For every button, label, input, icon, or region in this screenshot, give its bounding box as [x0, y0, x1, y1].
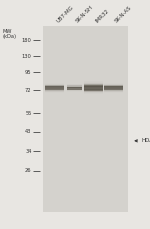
Bar	[104, 83, 123, 84]
Bar	[45, 86, 64, 90]
Bar	[104, 87, 123, 88]
Bar	[104, 91, 123, 92]
Bar	[84, 85, 103, 86]
Bar	[84, 93, 103, 94]
Text: 34: 34	[25, 149, 32, 154]
Bar	[84, 82, 103, 83]
Bar	[67, 85, 82, 86]
Bar	[67, 84, 82, 85]
Bar	[104, 92, 123, 93]
Bar	[45, 83, 64, 84]
Bar	[84, 84, 103, 85]
Bar	[45, 85, 64, 86]
Text: HDAC3: HDAC3	[142, 138, 150, 143]
Bar	[67, 87, 82, 90]
Bar	[104, 86, 123, 87]
Bar	[67, 89, 82, 90]
Bar	[104, 90, 123, 91]
Bar	[45, 89, 64, 90]
Text: SK-N-SH: SK-N-SH	[75, 5, 94, 24]
Bar	[45, 90, 64, 91]
Text: IMR32: IMR32	[94, 8, 110, 24]
Bar	[45, 86, 64, 87]
Bar	[45, 86, 64, 87]
Text: 130: 130	[22, 54, 32, 59]
Text: U87-MG: U87-MG	[56, 5, 75, 24]
Text: 180: 180	[22, 38, 32, 43]
Bar	[45, 87, 64, 88]
Bar	[84, 92, 103, 93]
Bar	[84, 91, 103, 92]
Text: 55: 55	[25, 111, 32, 116]
Bar	[45, 92, 64, 93]
Bar	[67, 85, 82, 86]
Bar	[104, 91, 123, 92]
Bar	[67, 87, 82, 88]
Bar	[84, 83, 103, 84]
Bar	[67, 89, 82, 90]
Bar	[84, 87, 103, 88]
Bar	[67, 84, 82, 85]
Bar	[45, 90, 64, 91]
Bar	[67, 91, 82, 92]
Text: 95: 95	[25, 70, 32, 75]
Bar	[84, 89, 103, 90]
Bar	[84, 90, 103, 91]
Bar	[67, 90, 82, 91]
Bar	[43, 26, 128, 212]
Bar	[104, 84, 123, 85]
Bar	[67, 90, 82, 91]
Bar	[45, 85, 64, 86]
Text: 26: 26	[25, 168, 32, 173]
Bar	[84, 85, 103, 91]
Bar	[45, 91, 64, 92]
Bar	[67, 86, 82, 87]
Bar	[84, 87, 103, 88]
Bar	[104, 86, 123, 87]
Text: MW
(kDa): MW (kDa)	[2, 29, 16, 39]
Bar	[104, 89, 123, 90]
Bar	[84, 86, 103, 87]
Bar	[104, 88, 123, 89]
Bar	[84, 86, 103, 87]
Text: 72: 72	[25, 88, 32, 93]
Bar	[84, 91, 103, 92]
Bar	[104, 86, 123, 90]
Bar	[84, 88, 103, 89]
Bar	[104, 90, 123, 91]
Text: 43: 43	[25, 129, 32, 134]
Bar	[104, 85, 123, 86]
Bar	[84, 81, 103, 82]
Bar	[67, 88, 82, 89]
Bar	[45, 88, 64, 89]
Text: SK-N-AS: SK-N-AS	[114, 5, 133, 24]
Bar	[45, 84, 64, 85]
Bar	[104, 85, 123, 86]
Bar	[45, 91, 64, 92]
